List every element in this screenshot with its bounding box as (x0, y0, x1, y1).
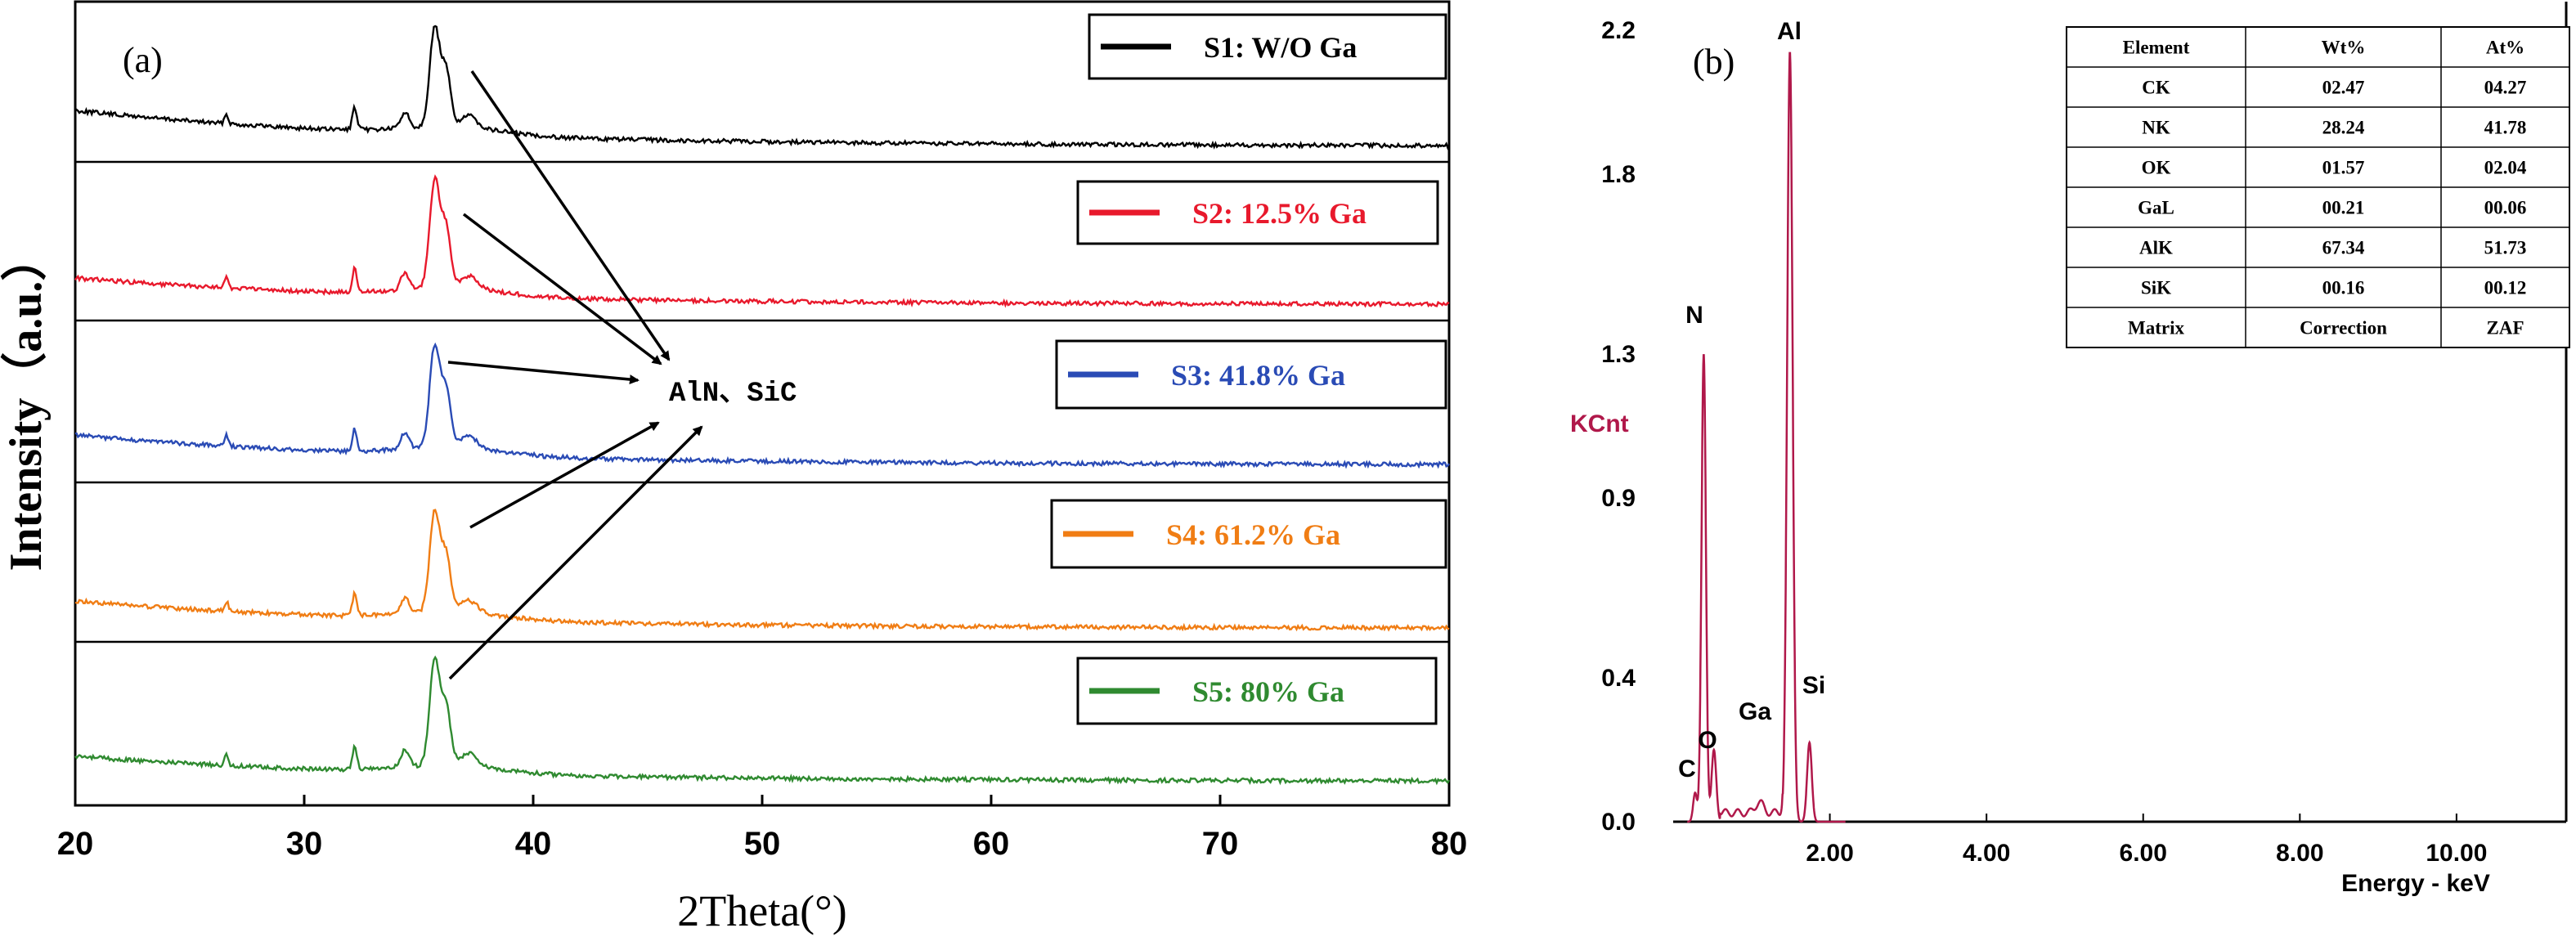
eds-table-header-cell: At% (2486, 38, 2524, 58)
legend-label: S2: 12.5% Ga (1192, 197, 1367, 230)
x-tick-label: 50 (744, 826, 781, 862)
xrd-series-line-3 (74, 342, 1450, 469)
eds-composition-table: Element Wt% At% CK 02.47 04.27 NK 28.24 41.78 OK 0… (2066, 26, 2570, 348)
legend-entry-5: S5: 80% Ga (1076, 657, 1438, 725)
eds-peak-label: C (1678, 755, 1696, 782)
xrd-lane-dividers (75, 160, 1449, 643)
eds-y-tick-label: 0.0 (1601, 809, 1636, 836)
xrd-y-axis-label: Intensity（a.u.） (0, 235, 52, 572)
xrd-peak-arrows (447, 70, 703, 680)
eds-y-tick-label: 2.2 (1601, 17, 1636, 44)
eds-peak-label: Ga (1739, 698, 1771, 725)
x-tick-label: 70 (1202, 826, 1239, 862)
legend-label: S5: 80% Ga (1192, 675, 1344, 708)
eds-table-cell: 02.47 (2322, 78, 2365, 98)
peak-arrow (469, 421, 660, 529)
eds-x-tick-label: 6.00 (2120, 840, 2167, 867)
xrd-series-line-1 (74, 25, 1451, 150)
eds-x-axis-label: Energy - keV (2341, 870, 2490, 897)
xrd-panel-label: (a) (123, 40, 163, 80)
eds-x-tick-label: 10.00 (2426, 840, 2487, 867)
x-tick-label: 60 (973, 826, 1010, 862)
eds-x-tick-label: 4.00 (1963, 840, 2010, 867)
eds-table-cell: Correction (2300, 318, 2387, 338)
eds-x-tick-label: 8.00 (2276, 840, 2323, 867)
eds-x-ticks: 2.00 4.00 6.00 8.00 10.00 (1806, 814, 2487, 867)
eds-table-cell: 67.34 (2322, 238, 2365, 258)
eds-table-cell: ZAF (2487, 318, 2524, 338)
eds-table-cell: 00.16 (2322, 278, 2365, 298)
eds-y-tick-label: 1.3 (1601, 341, 1636, 368)
eds-table-cell: SiK (2141, 278, 2171, 298)
x-tick-label: 20 (57, 826, 94, 862)
eds-y-ticks: 0.0 0.4 0.9 1.3 1.8 2.2 (1601, 17, 1636, 836)
x-tick-label: 40 (515, 826, 552, 862)
xrd-peak-annotation: AlN、SiC (669, 379, 797, 410)
xrd-series-line-4 (74, 509, 1450, 632)
legend-label: S3: 41.8% Ga (1171, 359, 1345, 392)
eds-table-cell: 28.24 (2322, 118, 2365, 138)
xrd-panel: S1: W/O Ga S2: 12.5% Ga S3: 41.8% Ga S4: 61… (0, 0, 1468, 935)
eds-y-tick-label: 0.9 (1601, 485, 1636, 512)
x-tick-label: 80 (1431, 826, 1468, 862)
eds-table-cell: 41.78 (2484, 118, 2527, 138)
eds-panel: 0.0 0.4 0.9 1.3 1.8 2.2 2.00 4.00 6.00 8.00 10.00… (1570, 2, 2570, 897)
eds-table-cell: 01.57 (2322, 158, 2365, 178)
legend-label: S4: 61.2% Ga (1166, 518, 1340, 551)
xrd-series-lines (74, 25, 1451, 786)
legend-entry-1: S1: W/O Ga (1088, 13, 1447, 80)
legend-entry-2: S2: 12.5% Ga (1076, 180, 1439, 245)
eds-table-cell: NK (2142, 118, 2170, 138)
eds-peak-label: N (1685, 302, 1703, 329)
xrd-series-line-5 (74, 655, 1451, 786)
peak-arrow (470, 70, 671, 361)
eds-spectrum-line (1687, 52, 1846, 823)
eds-table-cell: 51.73 (2484, 238, 2527, 258)
eds-table-cell: Matrix (2128, 318, 2184, 338)
peak-arrow (447, 361, 640, 385)
eds-table-cell: 04.27 (2484, 78, 2527, 98)
eds-peak-label: Al (1777, 18, 1802, 45)
eds-table-cell: CK (2142, 78, 2170, 98)
eds-table-cell: 02.04 (2484, 158, 2527, 178)
eds-table-cell: GaL (2138, 198, 2174, 218)
legend-entry-4: S4: 61.2% Ga (1050, 499, 1447, 569)
eds-table-cell: 00.06 (2484, 198, 2527, 218)
eds-table-header-cell: Element (2123, 38, 2190, 58)
eds-x-tick-label: 2.00 (1806, 840, 1853, 867)
xrd-legend-boxes: S1: W/O Ga S2: 12.5% Ga S3: 41.8% Ga S4: 61… (1050, 13, 1447, 725)
legend-box (1088, 13, 1447, 80)
legend-entry-3: S3: 41.8% Ga (1055, 339, 1447, 410)
eds-panel-label: (b) (1693, 42, 1735, 82)
xrd-x-axis-label: 2Theta(°) (677, 886, 846, 935)
eds-y-axis-label: KCnt (1570, 410, 1629, 437)
eds-peak-label: O (1698, 727, 1717, 754)
eds-table-cell: 00.12 (2484, 278, 2527, 298)
eds-table-cell: AlK (2139, 238, 2173, 258)
peak-arrow (448, 425, 703, 680)
eds-peak-labels: C N O Ga Al Si (1678, 18, 1825, 782)
eds-y-tick-label: 1.8 (1601, 161, 1636, 188)
eds-table-cell: 00.21 (2322, 198, 2365, 218)
eds-table-cell: OK (2142, 158, 2171, 178)
peak-arrow (462, 213, 662, 365)
eds-table-header-cell: Wt% (2322, 38, 2366, 58)
xrd-series-line-2 (74, 174, 1450, 308)
xrd-x-ticks: 20 30 40 50 60 70 80 (57, 795, 1468, 862)
legend-label: S1: W/O Ga (1204, 31, 1357, 64)
x-tick-label: 30 (286, 826, 323, 862)
eds-peak-label: Si (1802, 672, 1825, 699)
eds-y-tick-label: 0.4 (1601, 665, 1636, 692)
